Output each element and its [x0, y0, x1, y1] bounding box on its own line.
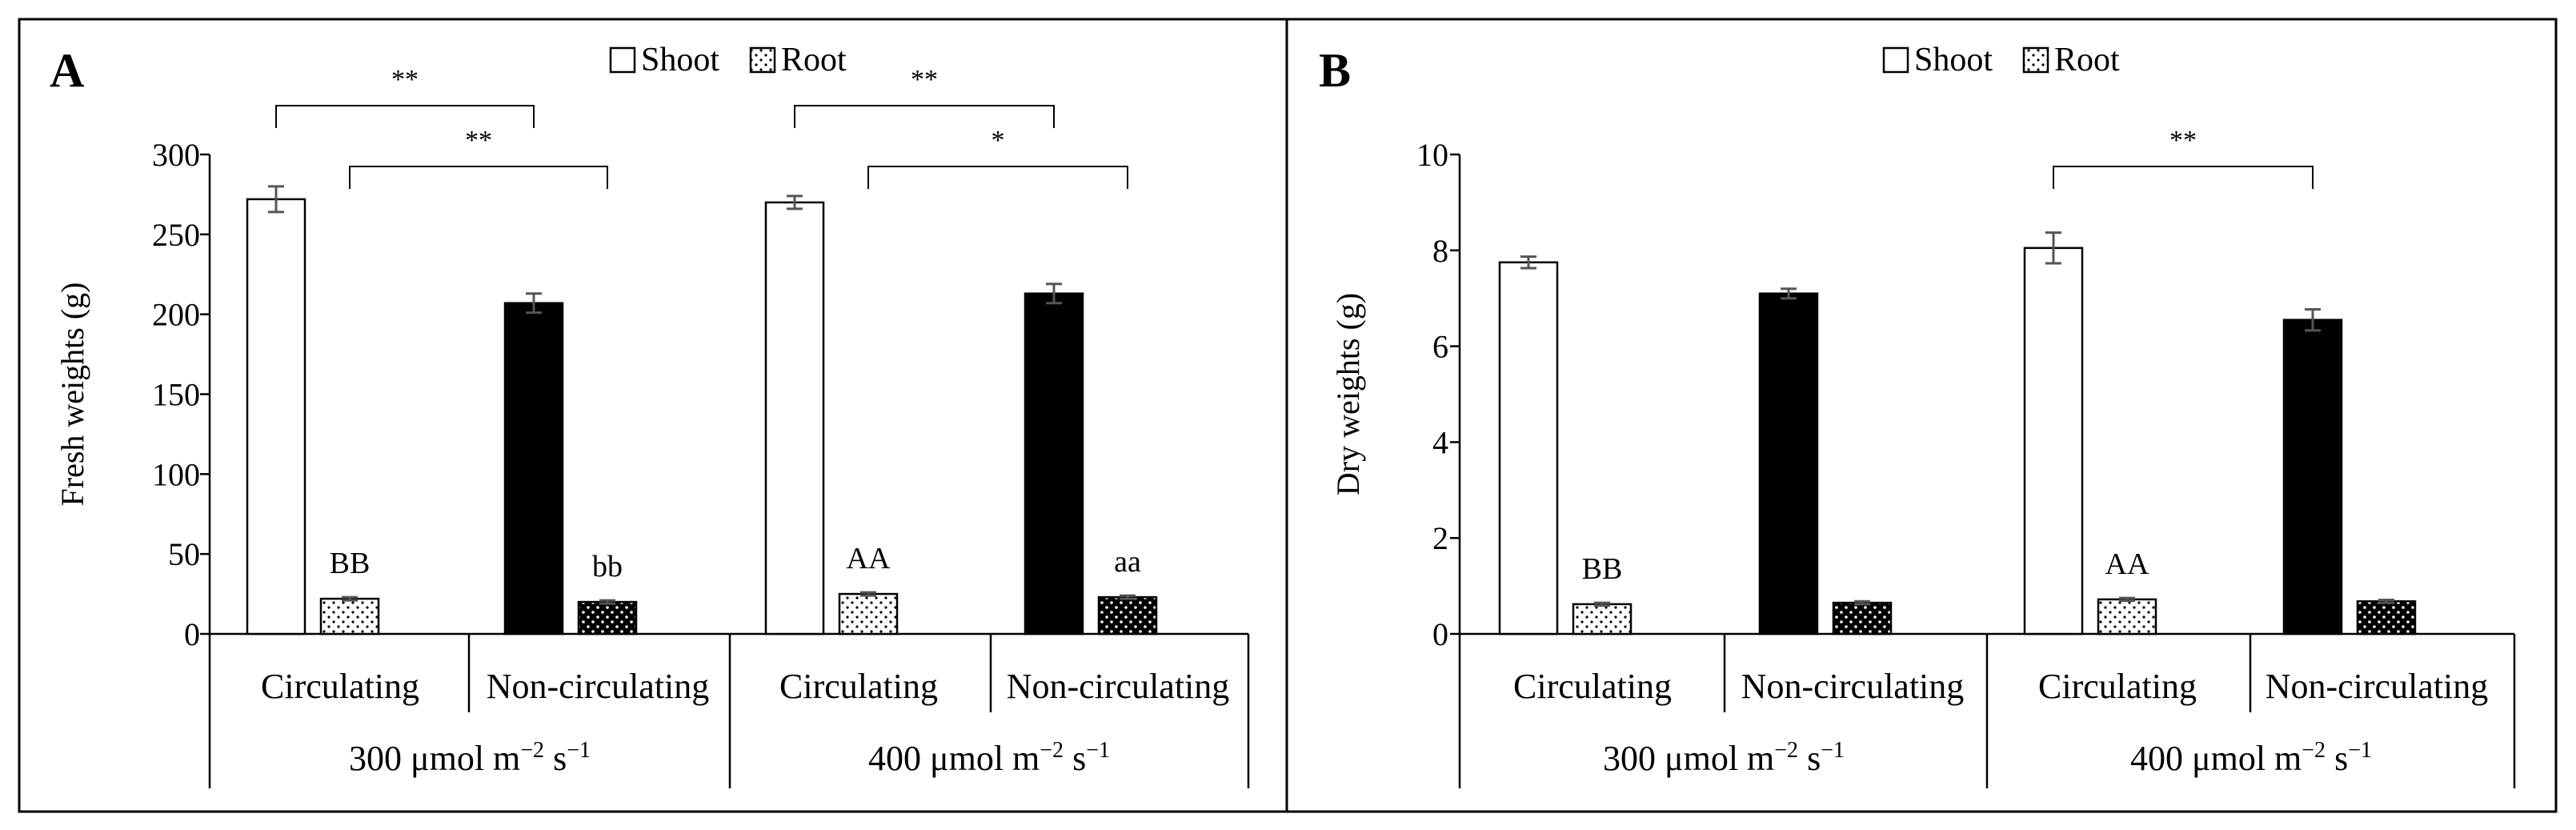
group-label: 300 μmol m−2 s−1 [349, 738, 591, 778]
panel-a-label: A [50, 44, 84, 97]
root-bar [1097, 595, 1158, 636]
y-tick-label: 10 [1416, 137, 1448, 173]
category-label: Circulating [2038, 667, 2197, 706]
significance-stars: ** [391, 65, 419, 94]
root-significance-label: aa [1114, 545, 1141, 579]
y-tick-label: 0 [184, 616, 200, 652]
root-significance-label: AA [2105, 547, 2149, 581]
category-label: Non-circulating [1741, 667, 1965, 706]
legend-root-swatch [2022, 46, 2049, 74]
shoot-bar [2282, 319, 2343, 636]
shoot-bar [764, 201, 825, 636]
significance-bracket [794, 105, 1055, 128]
significance-stars: * [992, 126, 1005, 155]
y-tick-label: 300 [152, 137, 200, 173]
root-bar [838, 592, 899, 636]
category-label: Circulating [1513, 667, 1672, 706]
root-significance-label: AA [847, 542, 891, 575]
legend-shoot-label: Shoot [641, 42, 719, 78]
significance-bracket [349, 166, 608, 189]
significance-stars: ** [2169, 126, 2197, 155]
category-label: Non-circulating [2266, 667, 2489, 706]
y-tick-label: 6 [1432, 329, 1448, 365]
category-label: Non-circulating [487, 667, 710, 706]
legend-shoot-swatch [1882, 46, 1909, 74]
y-tick-label: 8 [1432, 233, 1448, 269]
root-significance-label: BB [1582, 552, 1623, 586]
legend-shoot-swatch [609, 46, 636, 74]
shoot-bar [246, 198, 306, 636]
root-bar [2097, 598, 2157, 636]
y-tick-label: 4 [1432, 424, 1448, 460]
significance-bracket [2053, 166, 2314, 189]
y-tick-label: 50 [168, 536, 200, 572]
shoot-bar [1024, 292, 1084, 636]
significance-bracket [867, 166, 1128, 189]
y-tick-label: 150 [152, 377, 200, 413]
panel-b-label: B [1319, 44, 1351, 97]
legend-root-swatch [749, 46, 776, 74]
significance-stars: ** [911, 65, 938, 94]
y-tick-label: 0 [1432, 616, 1448, 652]
root-significance-label: bb [592, 550, 623, 583]
category-label: Circulating [779, 667, 938, 706]
y-tick-label: 100 [152, 456, 200, 492]
root-bar [1832, 601, 1893, 636]
panel-b-chart: 0 2 4 6 8 10 Dry weights (g) Circulating Non-cir… [1330, 42, 2516, 788]
root-bar [1572, 603, 1633, 636]
shoot-bar [2023, 247, 2084, 636]
root-bar [2356, 600, 2417, 636]
group-label: 400 μmol m−2 s−1 [2130, 738, 2372, 778]
group-label: 300 μmol m−2 s−1 [1603, 738, 1845, 778]
category-label: Non-circulating [1007, 667, 1230, 706]
y-axis-title: Dry weights (g) [1330, 293, 1366, 495]
root-significance-label: BB [330, 547, 371, 580]
significance-bracket [275, 105, 535, 128]
shoot-bar [1758, 292, 1819, 636]
legend-root-label: Root [2054, 42, 2120, 78]
root-bar [577, 600, 638, 636]
significance-stars: ** [465, 126, 492, 155]
legend-shoot-label: Shoot [1914, 42, 1993, 78]
y-tick-label: 250 [152, 217, 200, 253]
y-tick-label: 200 [152, 297, 200, 333]
shoot-bar [1498, 261, 1559, 636]
panel-b-frame [1285, 18, 2558, 813]
root-bar [319, 597, 380, 636]
group-label: 400 μmol m−2 s−1 [868, 738, 1110, 778]
legend-root-label: Root [781, 42, 847, 78]
y-tick-label: 2 [1432, 520, 1448, 556]
y-axis-title: Fresh weights (g) [54, 283, 90, 507]
category-label: Circulating [261, 667, 419, 706]
shoot-bar [503, 302, 564, 636]
panel-a-chart: 0 50 100 150 200 250 300 Fresh weights (g) Circu… [54, 42, 1250, 788]
